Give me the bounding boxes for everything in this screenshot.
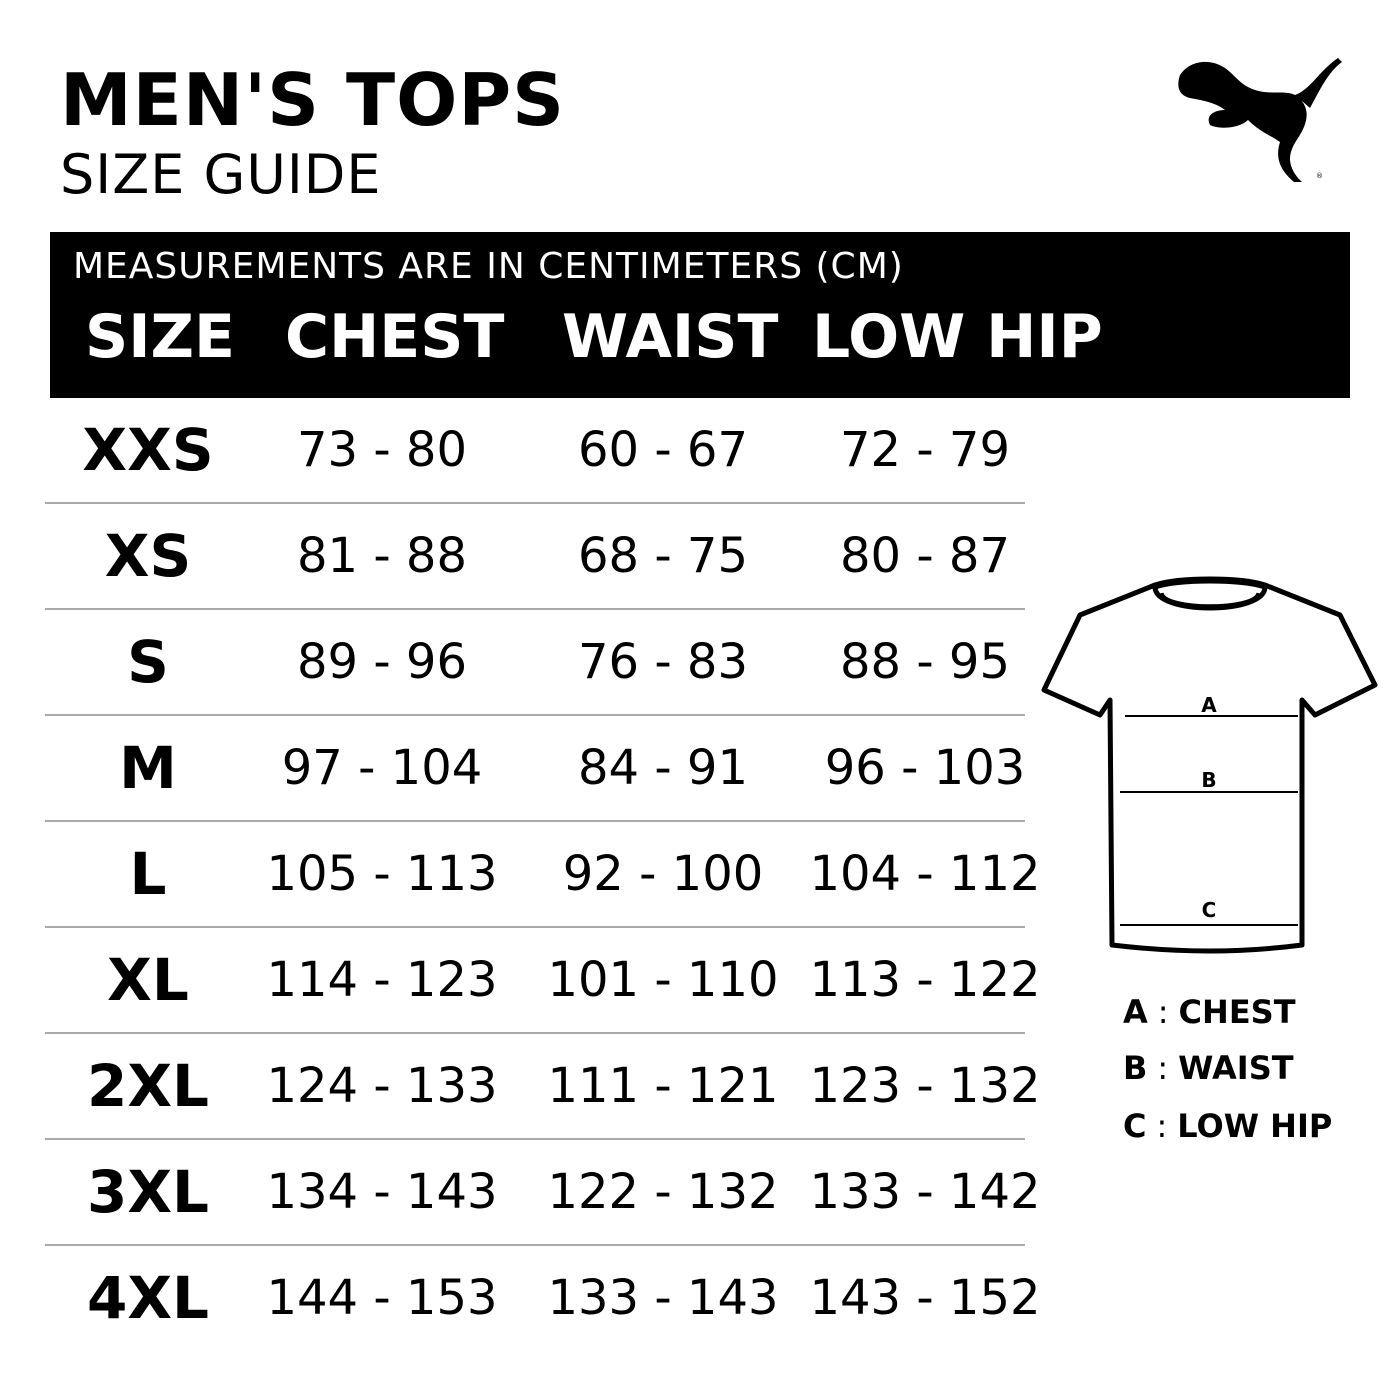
legend-item: C: LOW HIP <box>1123 1107 1332 1145</box>
waist-cell: 68 - 75 <box>578 528 748 584</box>
legend-label: CHEST <box>1178 993 1296 1031</box>
table-row: XL 114 - 123 101 - 110 113 - 122 <box>45 928 1041 1034</box>
puma-logo: ® <box>1178 58 1342 182</box>
table-row: 3XL 134 - 143 122 - 132 133 - 142 <box>45 1140 1041 1246</box>
row-divider <box>45 502 1025 504</box>
size-cell: L <box>129 840 167 908</box>
row-divider <box>45 1032 1025 1034</box>
legend-key: B <box>1123 1049 1148 1087</box>
low-hip-cell: 96 - 103 <box>824 740 1026 796</box>
size-cell: M <box>119 734 177 802</box>
low-hip-cell: 113 - 122 <box>809 952 1041 1008</box>
row-divider <box>45 608 1025 610</box>
size-cell: XXS <box>82 416 214 484</box>
table-row: XXS 73 - 80 60 - 67 72 - 79 <box>45 398 1025 504</box>
row-divider <box>45 714 1025 716</box>
row-divider <box>45 1244 1025 1246</box>
size-cell: 2XL <box>86 1052 210 1120</box>
low-hip-cell: 104 - 112 <box>809 846 1041 902</box>
table-row: 4XL 144 - 153 133 - 143 143 - 152 <box>45 1246 1041 1352</box>
waist-cell: 111 - 121 <box>547 1058 779 1114</box>
chest-cell: 105 - 113 <box>266 846 498 902</box>
waist-cell: 84 - 91 <box>578 740 748 796</box>
legend-item: A: CHEST <box>1123 993 1296 1031</box>
low-hip-cell: 143 - 152 <box>809 1270 1041 1326</box>
legend-key: C <box>1123 1107 1147 1145</box>
mark-c: C <box>1202 898 1217 922</box>
chest-cell: 134 - 143 <box>266 1164 498 1220</box>
chest-cell: 114 - 123 <box>266 952 498 1008</box>
waist-cell: 101 - 110 <box>547 952 779 1008</box>
size-cell: XS <box>104 522 192 590</box>
column-header-low-hip: LOW HIP <box>812 302 1103 372</box>
legend-sep: : <box>1157 1049 1169 1087</box>
chest-cell: 89 - 96 <box>297 634 467 690</box>
legend-label: WAIST <box>1178 1049 1294 1087</box>
size-cell: 4XL <box>86 1264 210 1332</box>
page-subtitle: SIZE GUIDE <box>60 143 382 206</box>
tshirt-diagram: A B C <box>1041 576 1378 954</box>
chest-cell: 81 - 88 <box>297 528 467 584</box>
low-hip-cell: 88 - 95 <box>840 634 1010 690</box>
waist-cell: 92 - 100 <box>562 846 764 902</box>
column-header-chest: CHEST <box>285 302 505 372</box>
low-hip-cell: 123 - 132 <box>809 1058 1041 1114</box>
legend-sep: : <box>1157 993 1169 1031</box>
table-row: 2XL 124 - 133 111 - 121 123 - 132 <box>45 1034 1041 1140</box>
size-cell: S <box>127 628 169 696</box>
row-divider <box>45 1138 1025 1140</box>
chest-cell: 144 - 153 <box>266 1270 498 1326</box>
page-title: MEN'S TOPS <box>60 58 565 142</box>
chest-cell: 73 - 80 <box>297 422 467 478</box>
size-cell: 3XL <box>86 1158 210 1226</box>
legend-label: LOW HIP <box>1177 1107 1333 1145</box>
mark-a: A <box>1201 693 1217 717</box>
waist-cell: 76 - 83 <box>578 634 748 690</box>
table-header-bar: MEASUREMENTS ARE IN CENTIMETERS (CM) SIZ… <box>50 232 1350 398</box>
size-cell: XL <box>107 946 189 1014</box>
row-divider <box>45 926 1025 928</box>
mark-b: B <box>1201 768 1216 792</box>
low-hip-cell: 133 - 142 <box>809 1164 1041 1220</box>
column-header-size: SIZE <box>85 302 236 372</box>
table-row: XS 81 - 88 68 - 75 80 - 87 <box>45 504 1025 610</box>
low-hip-cell: 80 - 87 <box>840 528 1010 584</box>
row-divider <box>45 820 1025 822</box>
legend-item: B: WAIST <box>1123 1049 1294 1087</box>
units-note: MEASUREMENTS ARE IN CENTIMETERS (CM) <box>73 246 904 287</box>
low-hip-cell: 72 - 79 <box>840 422 1010 478</box>
table-row: S 89 - 96 76 - 83 88 - 95 <box>45 610 1025 716</box>
svg-text:®: ® <box>1316 172 1323 180</box>
column-header-waist: WAIST <box>562 302 779 372</box>
legend-key: A <box>1123 993 1148 1031</box>
table-row: L 105 - 113 92 - 100 104 - 112 <box>45 822 1041 928</box>
legend-sep: : <box>1156 1107 1168 1145</box>
waist-cell: 122 - 132 <box>547 1164 779 1220</box>
chest-cell: 124 - 133 <box>266 1058 498 1114</box>
table-row: M 97 - 104 84 - 91 96 - 103 <box>45 716 1025 822</box>
chest-cell: 97 - 104 <box>281 740 483 796</box>
waist-cell: 133 - 143 <box>547 1270 779 1326</box>
waist-cell: 60 - 67 <box>578 422 748 478</box>
